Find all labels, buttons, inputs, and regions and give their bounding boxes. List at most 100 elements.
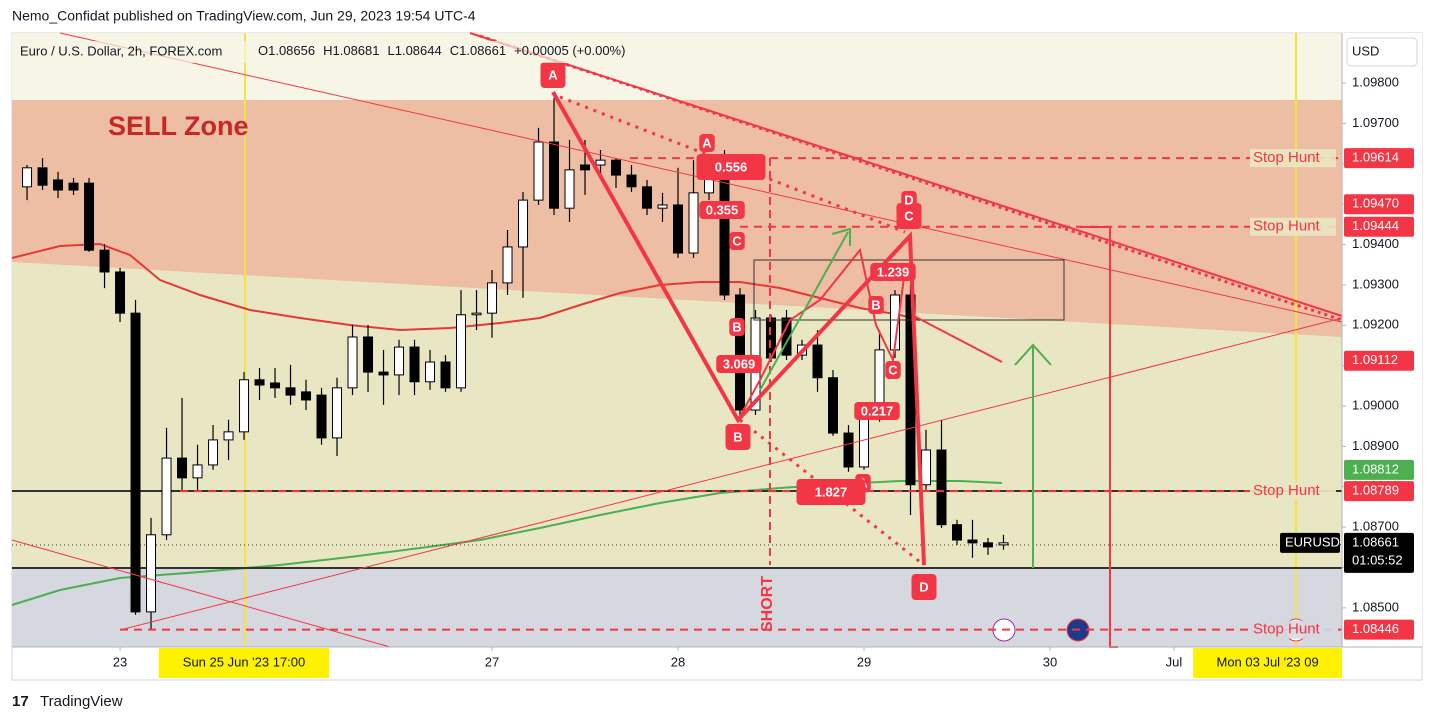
ratio-label-bg [699,201,745,219]
candle-body [471,312,482,316]
candle-body [502,246,513,284]
x-tick-highlight [1193,648,1342,678]
ohlc-value: C1.08661 [450,43,506,58]
candle-body [347,336,358,389]
trend-line [11,539,391,648]
pattern-point-bg [725,424,751,450]
range-box [753,259,1065,321]
pattern-point: A [548,67,558,82]
candle-body [595,159,606,166]
candle-body [130,312,141,613]
ohlc-value: L1.08644 [388,43,442,58]
stop-hunt-bg [1250,217,1336,236]
candle-body [518,199,529,248]
y-tick-label: 1.09400 [1352,236,1399,251]
pattern-sub-point-bg [699,134,715,152]
price-label-bg [1344,148,1414,169]
pattern-sub-point-bg [901,191,917,209]
price-label: 1.08789 [1352,483,1399,498]
price-label: 1.08812 [1352,461,1399,476]
price-label-bg [1344,481,1414,502]
candle-body [22,167,33,188]
currency-button[interactable] [1346,37,1418,67]
price-label: 1.08446 [1352,621,1399,636]
x-tick-label: Sun 25 Jun '23 17:00 [183,654,305,669]
price-label-bg [1344,194,1414,215]
candle-body [53,179,64,191]
candle-body [177,457,188,479]
candle-body [936,449,947,526]
ratio-label-bg [854,402,900,420]
price-label: 1.09614 [1352,150,1399,165]
candle-body [425,361,436,383]
pattern-point-bg [540,62,566,88]
moving-average [11,242,921,332]
pattern-sub-point: C [732,233,742,248]
candle-body [564,169,575,209]
candle-body [239,379,250,433]
candle-body [673,204,684,254]
candle-body [440,361,451,389]
pattern-sub-point: C [888,362,898,377]
price-label-bg [1344,459,1414,480]
candle-body [967,539,978,544]
y-tick-label: 1.09300 [1352,276,1399,291]
countdown: 01:05:52 [1352,552,1403,567]
pattern-sub-point-bg [729,232,745,250]
candle-body [657,204,668,209]
price-label-bg [1344,619,1414,640]
y-tick-label: 1.08700 [1352,519,1399,534]
candle-body [735,294,746,411]
candle-body [409,346,420,383]
arrow-head [1014,343,1052,366]
trend-line [479,34,1343,322]
stop-hunt-bg [1250,620,1336,639]
candle-body [254,379,265,386]
pattern-point: C [904,208,914,223]
candle-body [982,542,993,548]
candle-body [378,371,389,376]
stop-hunt-label: Stop Hunt [1253,621,1321,638]
ratio-label-bg [796,479,866,505]
price-label: 1.08661 [1352,534,1399,549]
background [11,33,1342,647]
price-label: 1.09444 [1352,218,1399,233]
trend-line [119,317,1343,631]
ratio-label: 0.556 [715,159,748,174]
candle-body [858,417,869,468]
symbol-tag: EURUSD [1285,534,1340,549]
candle-body [37,167,48,186]
pattern-sub-point: D [904,192,913,207]
short-label: SHORT [759,576,776,632]
candle-body [642,186,653,209]
candle-body [998,542,1009,546]
candle-body [549,141,560,209]
pattern-sub-point-bg [868,296,884,314]
pattern-point: B [733,429,742,444]
currency: USD [1352,43,1379,58]
pattern-sub-point: A [702,135,712,150]
candle-body [951,524,962,541]
candle-body [363,336,374,373]
x-tick-label: 27 [485,654,499,669]
price-label-bg [1344,216,1414,237]
ratio-label-bg [870,263,916,281]
candle-body [285,387,296,396]
y-tick-label: 1.09700 [1352,115,1399,130]
y-tick-label: 1.09800 [1352,74,1399,89]
candle-body [316,394,327,439]
pattern-sub-point: B [732,319,741,334]
pattern-sub-point-bg [885,361,901,379]
arrow-head [831,227,851,246]
candle-body [487,282,498,314]
stop-hunt-bg [1250,149,1336,168]
stop-hunt-label: Stop Hunt [1253,218,1321,235]
pattern-point-bg [896,203,922,229]
ratio-label: 1.239 [877,264,910,279]
candle-body [394,346,405,376]
x-tick-label: Mon 03 Jul '23 09 [1216,654,1318,669]
pattern-point-bg [911,574,937,600]
x-tick-highlight [158,648,330,678]
candle-body [533,141,544,201]
